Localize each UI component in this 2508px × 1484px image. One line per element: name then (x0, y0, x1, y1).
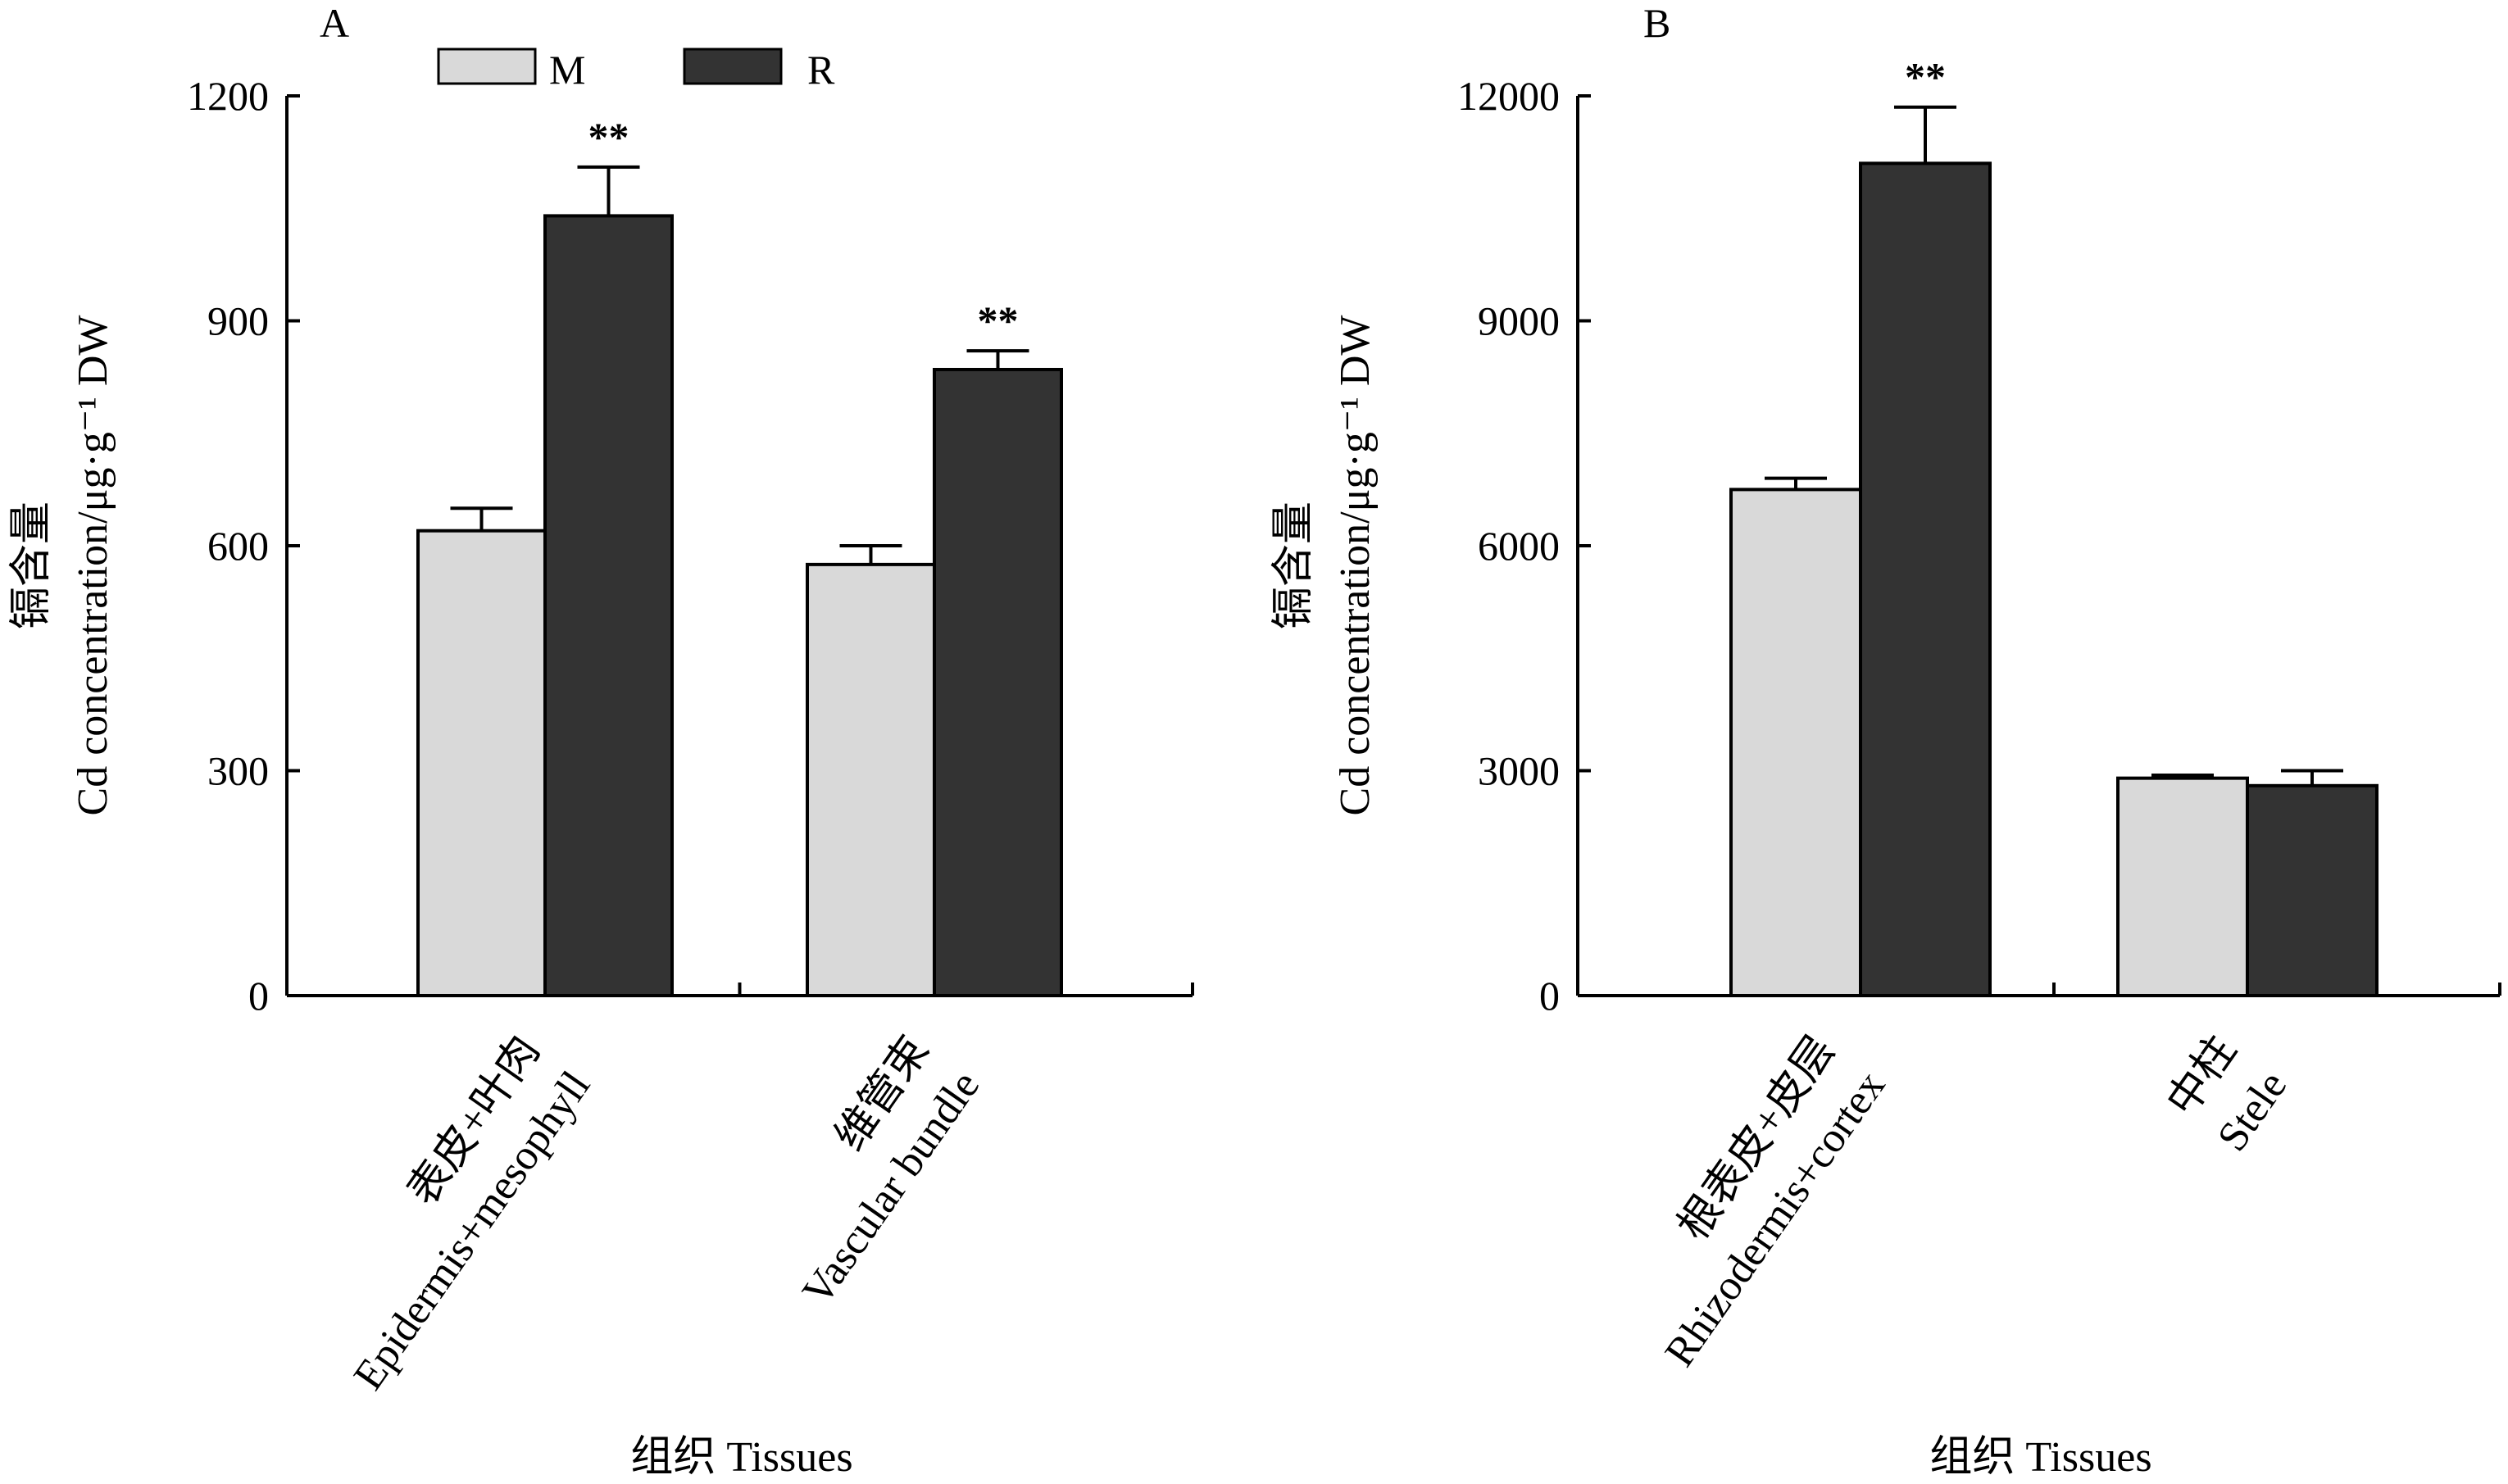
bar-r-1 (933, 367, 1063, 998)
legend-label-m: M (549, 47, 585, 93)
panel-b-category-0-label: 根表皮+皮层 Rhizodermis+cortex (1656, 1028, 1894, 1375)
panel-a-ylabel-en: Cd concentration/μg·g⁻¹ DW (70, 315, 116, 816)
y-tick-label: 6000 (1478, 523, 1560, 569)
significance-label: ** (978, 297, 1019, 343)
y-tick-label: 12000 (1457, 73, 1560, 119)
legend: M R (437, 47, 835, 93)
y-tick-label: 9000 (1478, 298, 1560, 344)
bar-m-1 (2116, 776, 2249, 998)
bar-r-1 (2246, 783, 2379, 997)
panel-b-plot-area: 0 3000 6000 9000 12000 ** (1457, 54, 2501, 1019)
y-tick-label: 600 (207, 523, 269, 569)
panel-b-ylabel-cn: 镉含量 (1270, 501, 1317, 629)
panel-b-label: B (1643, 0, 1670, 46)
bar-r-0 (1859, 161, 1992, 998)
y-tick-label: 3000 (1478, 748, 1560, 794)
y-tick-label: 0 (248, 973, 269, 1019)
panel-b-ylabel-en: Cd concentration/μg·g⁻¹ DW (1332, 315, 1379, 816)
y-tick-label: 900 (207, 298, 269, 344)
bar-r-0 (543, 214, 674, 997)
panel-a: A 0 300 600 900 1200 ** ** 镉含量 Cd concentratio… (8, 0, 1194, 1481)
legend-swatch-m (437, 48, 537, 85)
significance-label: ** (588, 114, 629, 160)
panel-b-xlabel: 组织 Tissues (1929, 1434, 2151, 1481)
legend-swatch-r (683, 48, 783, 85)
bar-m-0 (416, 529, 547, 997)
panel-b-category-1-label: 中柱 Stele (2158, 1028, 2296, 1160)
bar-m-1 (806, 562, 936, 997)
panel-a-label: A (320, 0, 349, 46)
panel-a-xlabel: 组织 Tissues (630, 1434, 852, 1481)
panel-b: B 0 3000 6000 9000 12000 ** 镉含量 Cd concentrat… (1270, 0, 2501, 1481)
y-tick-label: 300 (207, 748, 269, 794)
bar-m-0 (1729, 488, 1862, 997)
legend-label-r: R (807, 47, 835, 93)
significance-label: ** (1905, 54, 1946, 100)
y-tick-label: 0 (1539, 973, 1560, 1019)
panel-a-category-0-label: 表皮+叶肉 Epidermis+mesophyll (345, 1028, 599, 1398)
panel-a-plot-area: 0 300 600 900 1200 ** ** (187, 73, 1194, 1019)
panel-a-category-1-label: 维管束 Vascular bundle (793, 1028, 988, 1314)
y-tick-label: 1200 (187, 73, 269, 119)
panel-a-ylabel-cn: 镉含量 (8, 501, 55, 629)
